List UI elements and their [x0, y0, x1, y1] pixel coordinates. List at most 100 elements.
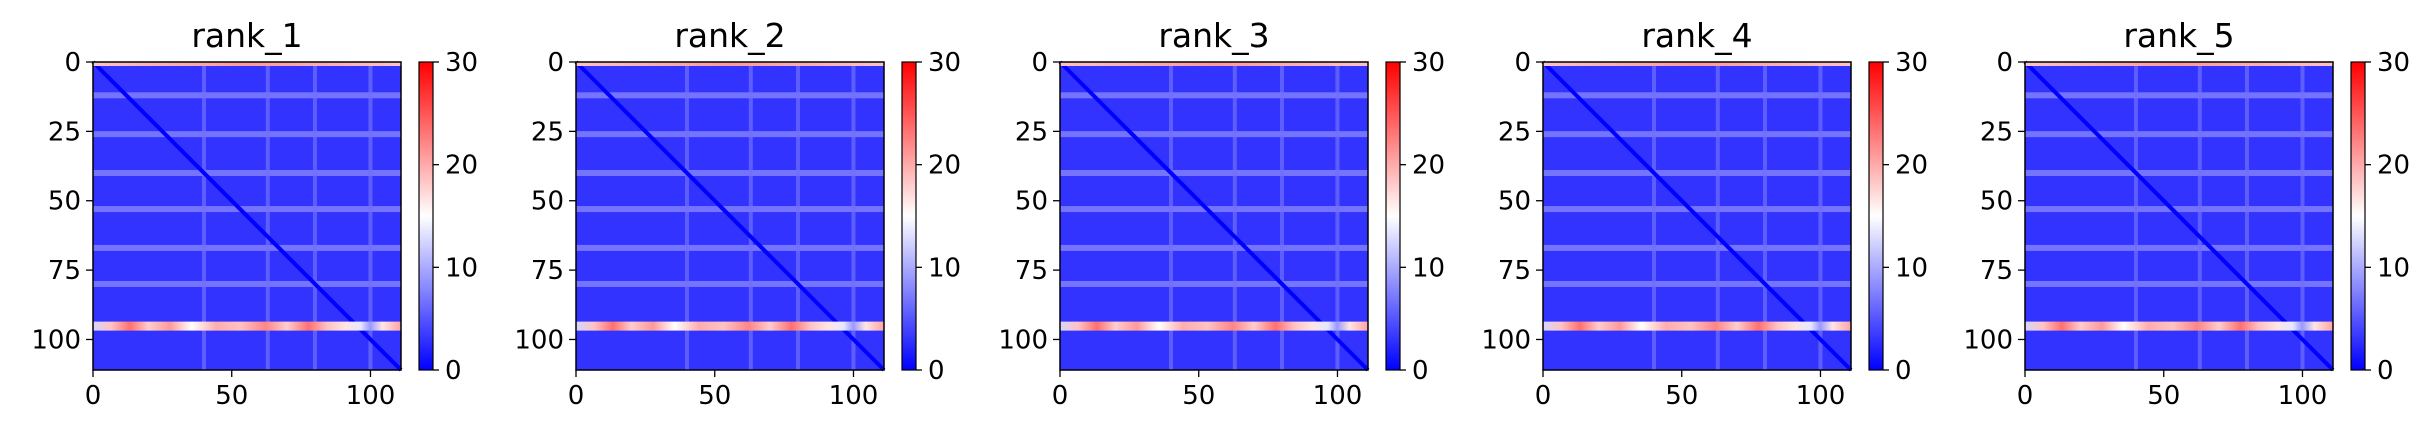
heatmap-faint-band [1543, 244, 1851, 251]
x-tick-label: 50 [1665, 381, 1698, 411]
colorbar-tick-label: 0 [1895, 356, 1912, 386]
heatmap-peak-row [576, 321, 884, 331]
heatmap-faint-column [1715, 62, 1720, 370]
heatmap-faint-band [1060, 244, 1368, 251]
x-tick-label: 0 [1052, 381, 1069, 411]
colorbar-tick-label: 10 [1412, 253, 1445, 283]
heatmap-top-row [1543, 62, 1851, 66]
heatmap-faint-band [93, 280, 401, 287]
heatmap-faint-column [312, 62, 317, 370]
heatmap-faint-band [1060, 131, 1368, 138]
heatmap-faint-band [1543, 280, 1851, 287]
heatmap-faint-band [2025, 131, 2333, 138]
y-tick-label: 100 [1481, 325, 1531, 355]
x-tick-label: 100 [1313, 381, 1363, 411]
heatmap-faint-band [93, 244, 401, 251]
x-tick-label: 0 [1535, 381, 1552, 411]
heatmap-faint-band [576, 131, 884, 138]
heatmap-faint-band [1543, 206, 1851, 213]
heatmap-faint-band [2025, 169, 2333, 176]
colorbar-tick-label: 30 [1895, 48, 1928, 78]
heatmap-faint-column [1279, 62, 1284, 370]
colorbar [1868, 61, 1884, 371]
colorbar-tick-label: 20 [2377, 151, 2410, 181]
heatmap-diagonal [574, 60, 886, 372]
colorbar-tick-label: 10 [928, 253, 961, 283]
axes-frame [1542, 61, 1852, 371]
y-tick-label: 50 [1015, 187, 1048, 217]
heatmap-diagonal [1058, 60, 1370, 372]
heatmap-faint-band [576, 169, 884, 176]
y-tick-label: 0 [1996, 48, 2013, 78]
colorbar-tick-label: 10 [1895, 253, 1928, 283]
heatmap-faint-band [1060, 92, 1368, 99]
heatmap-faint-band [576, 92, 884, 99]
y-tick-label: 25 [1498, 117, 1531, 147]
axes-frame [575, 61, 885, 371]
x-tick-label: 100 [1796, 381, 1846, 411]
heatmap-faint-band [93, 131, 401, 138]
axes-frame [92, 61, 402, 371]
heatmap-diagonal [2023, 60, 2335, 372]
heatmap-peak-row [1060, 321, 1368, 331]
heatmap-faint-band [1060, 206, 1368, 213]
colorbar [2350, 61, 2366, 371]
heatmap-faint-band [576, 206, 884, 213]
colorbar-tick-label: 20 [1895, 151, 1928, 181]
colorbar-tick-label: 0 [1412, 356, 1429, 386]
y-tick-label: 75 [531, 256, 564, 286]
heatmap-faint-band [576, 244, 884, 251]
y-tick-label: 50 [1498, 187, 1531, 217]
colorbar-tick-label: 0 [928, 356, 945, 386]
heatmap-peak-row [1543, 321, 1851, 331]
heatmap-diagonal [1541, 60, 1853, 372]
heatmap-faint-band [576, 280, 884, 287]
heatmap-faint-column [1168, 62, 1173, 370]
heatmap-peak-row [2025, 321, 2333, 331]
heatmap-faint-band [1060, 280, 1368, 287]
heatmap-faint-column [265, 62, 270, 370]
y-tick-label: 100 [514, 325, 564, 355]
colorbar-tick-label: 20 [1412, 151, 1445, 181]
heatmap-faint-column [1232, 62, 1237, 370]
x-tick-label: 0 [85, 381, 102, 411]
heatmap-faint-column [2197, 62, 2202, 370]
heatmap-faint-band [1543, 131, 1851, 138]
x-tick-label: 50 [2147, 381, 2180, 411]
y-tick-label: 25 [1015, 117, 1048, 147]
heatmap-faint-column [2133, 62, 2138, 370]
heatmap-faint-band [2025, 280, 2333, 287]
heatmap-faint-column [684, 62, 689, 370]
panel-title: rank_1 [191, 16, 302, 55]
heatmap-top-row [1060, 62, 1368, 66]
heatmap-faint-column [1762, 62, 1767, 370]
heatmap-peak-row [93, 321, 401, 331]
heatmap-faint-column [795, 62, 800, 370]
heatmap-faint-band [93, 92, 401, 99]
heatmap-top-row [93, 62, 401, 66]
axes-frame [2024, 61, 2334, 371]
heatmap-faint-column [748, 62, 753, 370]
heatmap-diagonal [91, 60, 403, 372]
heatmap-top-row [576, 62, 884, 66]
colorbar-tick-label: 0 [445, 356, 462, 386]
y-tick-label: 0 [1031, 48, 1048, 78]
axes-frame [1059, 61, 1369, 371]
heatmap-faint-column [2244, 62, 2249, 370]
heatmap-faint-band [2025, 206, 2333, 213]
heatmap-faint-band [1543, 92, 1851, 99]
y-tick-label: 25 [48, 117, 81, 147]
colorbar-tick-label: 30 [445, 48, 478, 78]
heatmap-faint-column [368, 62, 373, 370]
colorbar-tick-label: 30 [928, 48, 961, 78]
y-tick-label: 100 [31, 325, 81, 355]
colorbar-tick-label: 30 [2377, 48, 2410, 78]
y-tick-label: 0 [1514, 48, 1531, 78]
heatmap-faint-column [201, 62, 206, 370]
y-tick-label: 25 [531, 117, 564, 147]
panel-title: rank_2 [674, 16, 785, 55]
x-tick-label: 100 [346, 381, 396, 411]
